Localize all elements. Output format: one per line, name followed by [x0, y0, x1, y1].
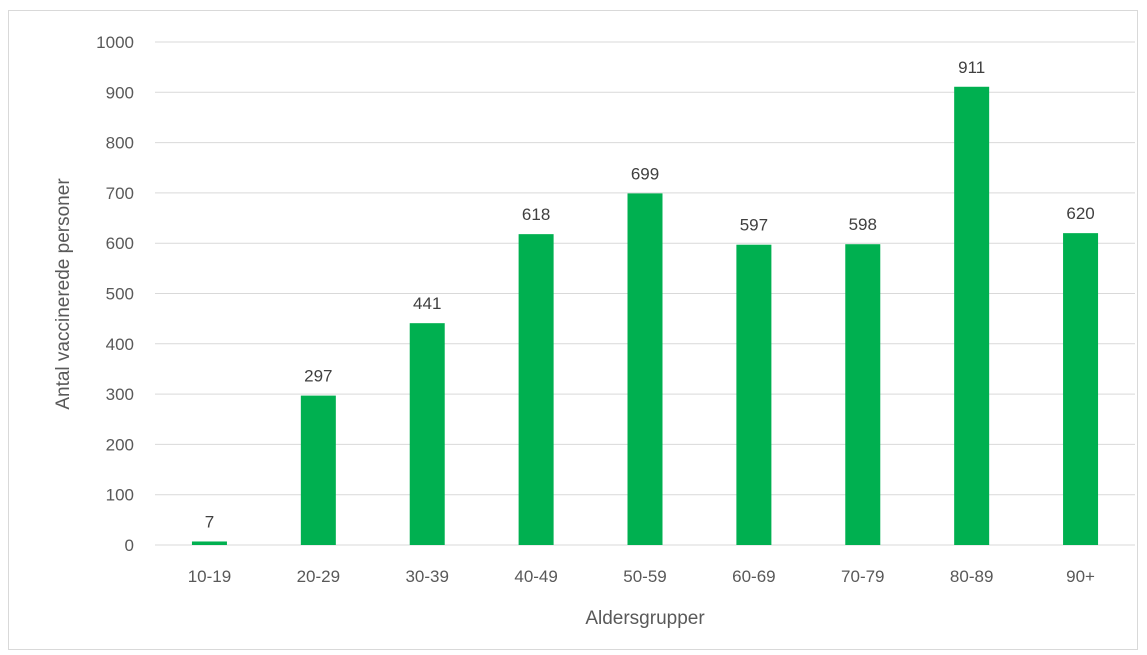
x-tick-label-30-39: 30-39	[405, 567, 448, 586]
x-tick-label-70-79: 70-79	[841, 567, 884, 586]
bar-40-49	[518, 234, 554, 545]
x-tick-label-60-69: 60-69	[732, 567, 775, 586]
bar-50-59	[627, 193, 663, 545]
data-label-70-79: 598	[849, 215, 877, 234]
bars	[191, 86, 1099, 546]
bar-20-29	[300, 395, 336, 545]
y-tick-label: 800	[106, 134, 134, 153]
x-tick-label-90+: 90+	[1066, 567, 1095, 586]
y-tick-label: 500	[106, 285, 134, 304]
y-tick-label: 900	[106, 83, 134, 102]
bar-90+	[1063, 233, 1099, 545]
y-tick-label: 0	[125, 536, 134, 555]
bar-80-89	[954, 86, 990, 545]
x-tick-label-80-89: 80-89	[950, 567, 993, 586]
x-axis-title: Aldersgrupper	[585, 608, 705, 629]
bar-70-79	[845, 244, 881, 545]
x-tick-label-50-59: 50-59	[623, 567, 666, 586]
y-tick-label: 100	[106, 486, 134, 505]
y-tick-label: 400	[106, 335, 134, 354]
data-label-80-89: 911	[958, 58, 985, 77]
data-labels: 7 297 441 618 699 597 598 911 620	[205, 58, 1095, 532]
x-tick-label-40-49: 40-49	[514, 567, 557, 586]
y-tick-label: 300	[106, 385, 134, 404]
bar-10-19	[191, 541, 227, 545]
bar-60-69	[736, 244, 772, 546]
data-label-30-39: 441	[413, 294, 441, 313]
data-label-20-29: 297	[304, 367, 332, 386]
y-tick-label: 600	[106, 234, 134, 253]
x-axis-ticks: 10-19 20-29 30-39 40-49 50-59 60-69 70-79 80-89…	[188, 567, 1095, 586]
data-label-50-59: 699	[631, 164, 659, 183]
y-axis-title: Antal vaccinerede personer	[53, 178, 74, 410]
x-tick-label-10-19: 10-19	[188, 567, 231, 586]
y-tick-label: 200	[106, 435, 134, 454]
y-tick-label: 700	[106, 184, 134, 203]
data-label-10-19: 7	[205, 512, 214, 531]
bar-30-39	[409, 323, 445, 545]
data-label-60-69: 597	[740, 216, 768, 235]
x-tick-label-20-29: 20-29	[297, 567, 340, 586]
data-label-40-49: 618	[522, 205, 550, 224]
y-axis-ticks: 0 100 200 300 400 500 600 700 800 900 1000	[96, 33, 134, 555]
y-tick-label: 1000	[96, 33, 134, 52]
data-label-90+: 620	[1066, 204, 1094, 223]
